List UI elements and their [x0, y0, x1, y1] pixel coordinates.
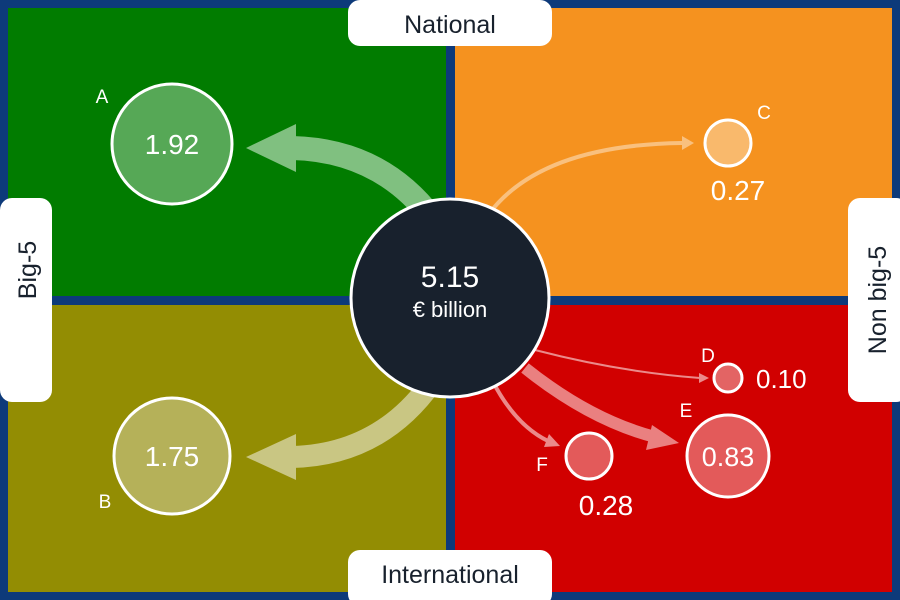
node-d-circle: [712, 362, 744, 394]
node-e-value: 0.83: [702, 442, 755, 472]
node-f-value: 0.28: [579, 490, 634, 521]
center-unit: € billion: [413, 297, 488, 322]
left-label: Big-5: [14, 241, 42, 299]
node-e-letter: E: [680, 401, 693, 422]
right-label: Non big-5: [864, 246, 892, 354]
left-label-tab: [0, 198, 52, 402]
node-e-circle: [685, 413, 771, 499]
node-b-letter: B: [99, 492, 112, 513]
flow-to-c: [486, 136, 694, 217]
node-d-letter: D: [701, 346, 715, 367]
node-a-value: 1.92: [145, 129, 200, 160]
top-label-tab: [348, 0, 552, 46]
node-c-circle: [703, 118, 753, 168]
node-d-value: 0.10: [756, 364, 807, 394]
node-c-letter: C: [757, 103, 771, 124]
flow-to-e: [521, 363, 679, 450]
node-f-circle: [564, 431, 614, 481]
node-b-circle: [112, 396, 232, 516]
node-b-value: 1.75: [145, 441, 200, 472]
node-f-letter: F: [536, 455, 548, 476]
center-value: 5.15: [421, 261, 479, 294]
top-label: National: [404, 11, 496, 39]
flow-to-b: [246, 375, 441, 480]
center-circle: [349, 197, 551, 399]
node-a-circle: [110, 82, 234, 206]
node-c-value: 0.27: [711, 175, 766, 206]
flow-to-f: [490, 379, 560, 447]
bottom-label-tab: [348, 550, 552, 600]
flow-to-d: [534, 349, 709, 383]
node-a-letter: A: [96, 87, 109, 108]
bottom-label: International: [381, 561, 519, 589]
right-label-tab: [848, 198, 900, 402]
